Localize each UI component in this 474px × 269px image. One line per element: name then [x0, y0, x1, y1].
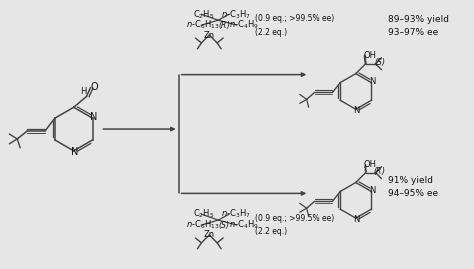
Text: 91% yield
94–95% ee: 91% yield 94–95% ee: [388, 176, 438, 198]
Text: N: N: [71, 147, 78, 157]
Text: (0.9 eq.; >99.5% ee): (0.9 eq.; >99.5% ee): [255, 214, 334, 223]
Text: OH: OH: [363, 51, 376, 60]
Text: N: N: [369, 186, 375, 195]
Text: O: O: [91, 82, 98, 91]
Text: OH: OH: [363, 160, 376, 169]
Text: (2.2 eq.): (2.2 eq.): [255, 27, 287, 37]
Text: ($R$): ($R$): [374, 165, 386, 177]
Text: ($S$): ($S$): [374, 56, 385, 68]
Text: $n$-C$_3$H$_7$: $n$-C$_3$H$_7$: [221, 8, 251, 20]
Text: Zn: Zn: [203, 31, 214, 40]
Text: N: N: [369, 77, 375, 86]
Text: Zn: Zn: [203, 231, 214, 239]
Text: C$_2$H$_5$: C$_2$H$_5$: [193, 8, 215, 20]
Text: N: N: [90, 112, 97, 122]
Text: $n$-C$_3$H$_7$: $n$-C$_3$H$_7$: [221, 208, 251, 220]
Text: H: H: [81, 87, 87, 96]
Text: (2.2 eq.): (2.2 eq.): [255, 228, 287, 236]
Text: N: N: [354, 106, 360, 115]
Text: $n$-C$_4$H$_9$: $n$-C$_4$H$_9$: [229, 219, 259, 231]
Text: $n$-C$_6$H$_{13}$: $n$-C$_6$H$_{13}$: [185, 19, 219, 31]
Text: C$_2$H$_5$: C$_2$H$_5$: [193, 208, 215, 220]
Text: $n$-C$_6$H$_{13}$: $n$-C$_6$H$_{13}$: [185, 219, 219, 231]
Text: ($R$): ($R$): [218, 19, 231, 31]
Text: ($S$): ($S$): [218, 219, 230, 231]
Text: 89–93% yield
93–97% ee: 89–93% yield 93–97% ee: [388, 15, 449, 37]
Text: (0.9 eq.; >99.5% ee): (0.9 eq.; >99.5% ee): [255, 14, 334, 23]
Text: N: N: [354, 215, 360, 224]
Text: $n$-C$_4$H$_9$: $n$-C$_4$H$_9$: [229, 19, 259, 31]
